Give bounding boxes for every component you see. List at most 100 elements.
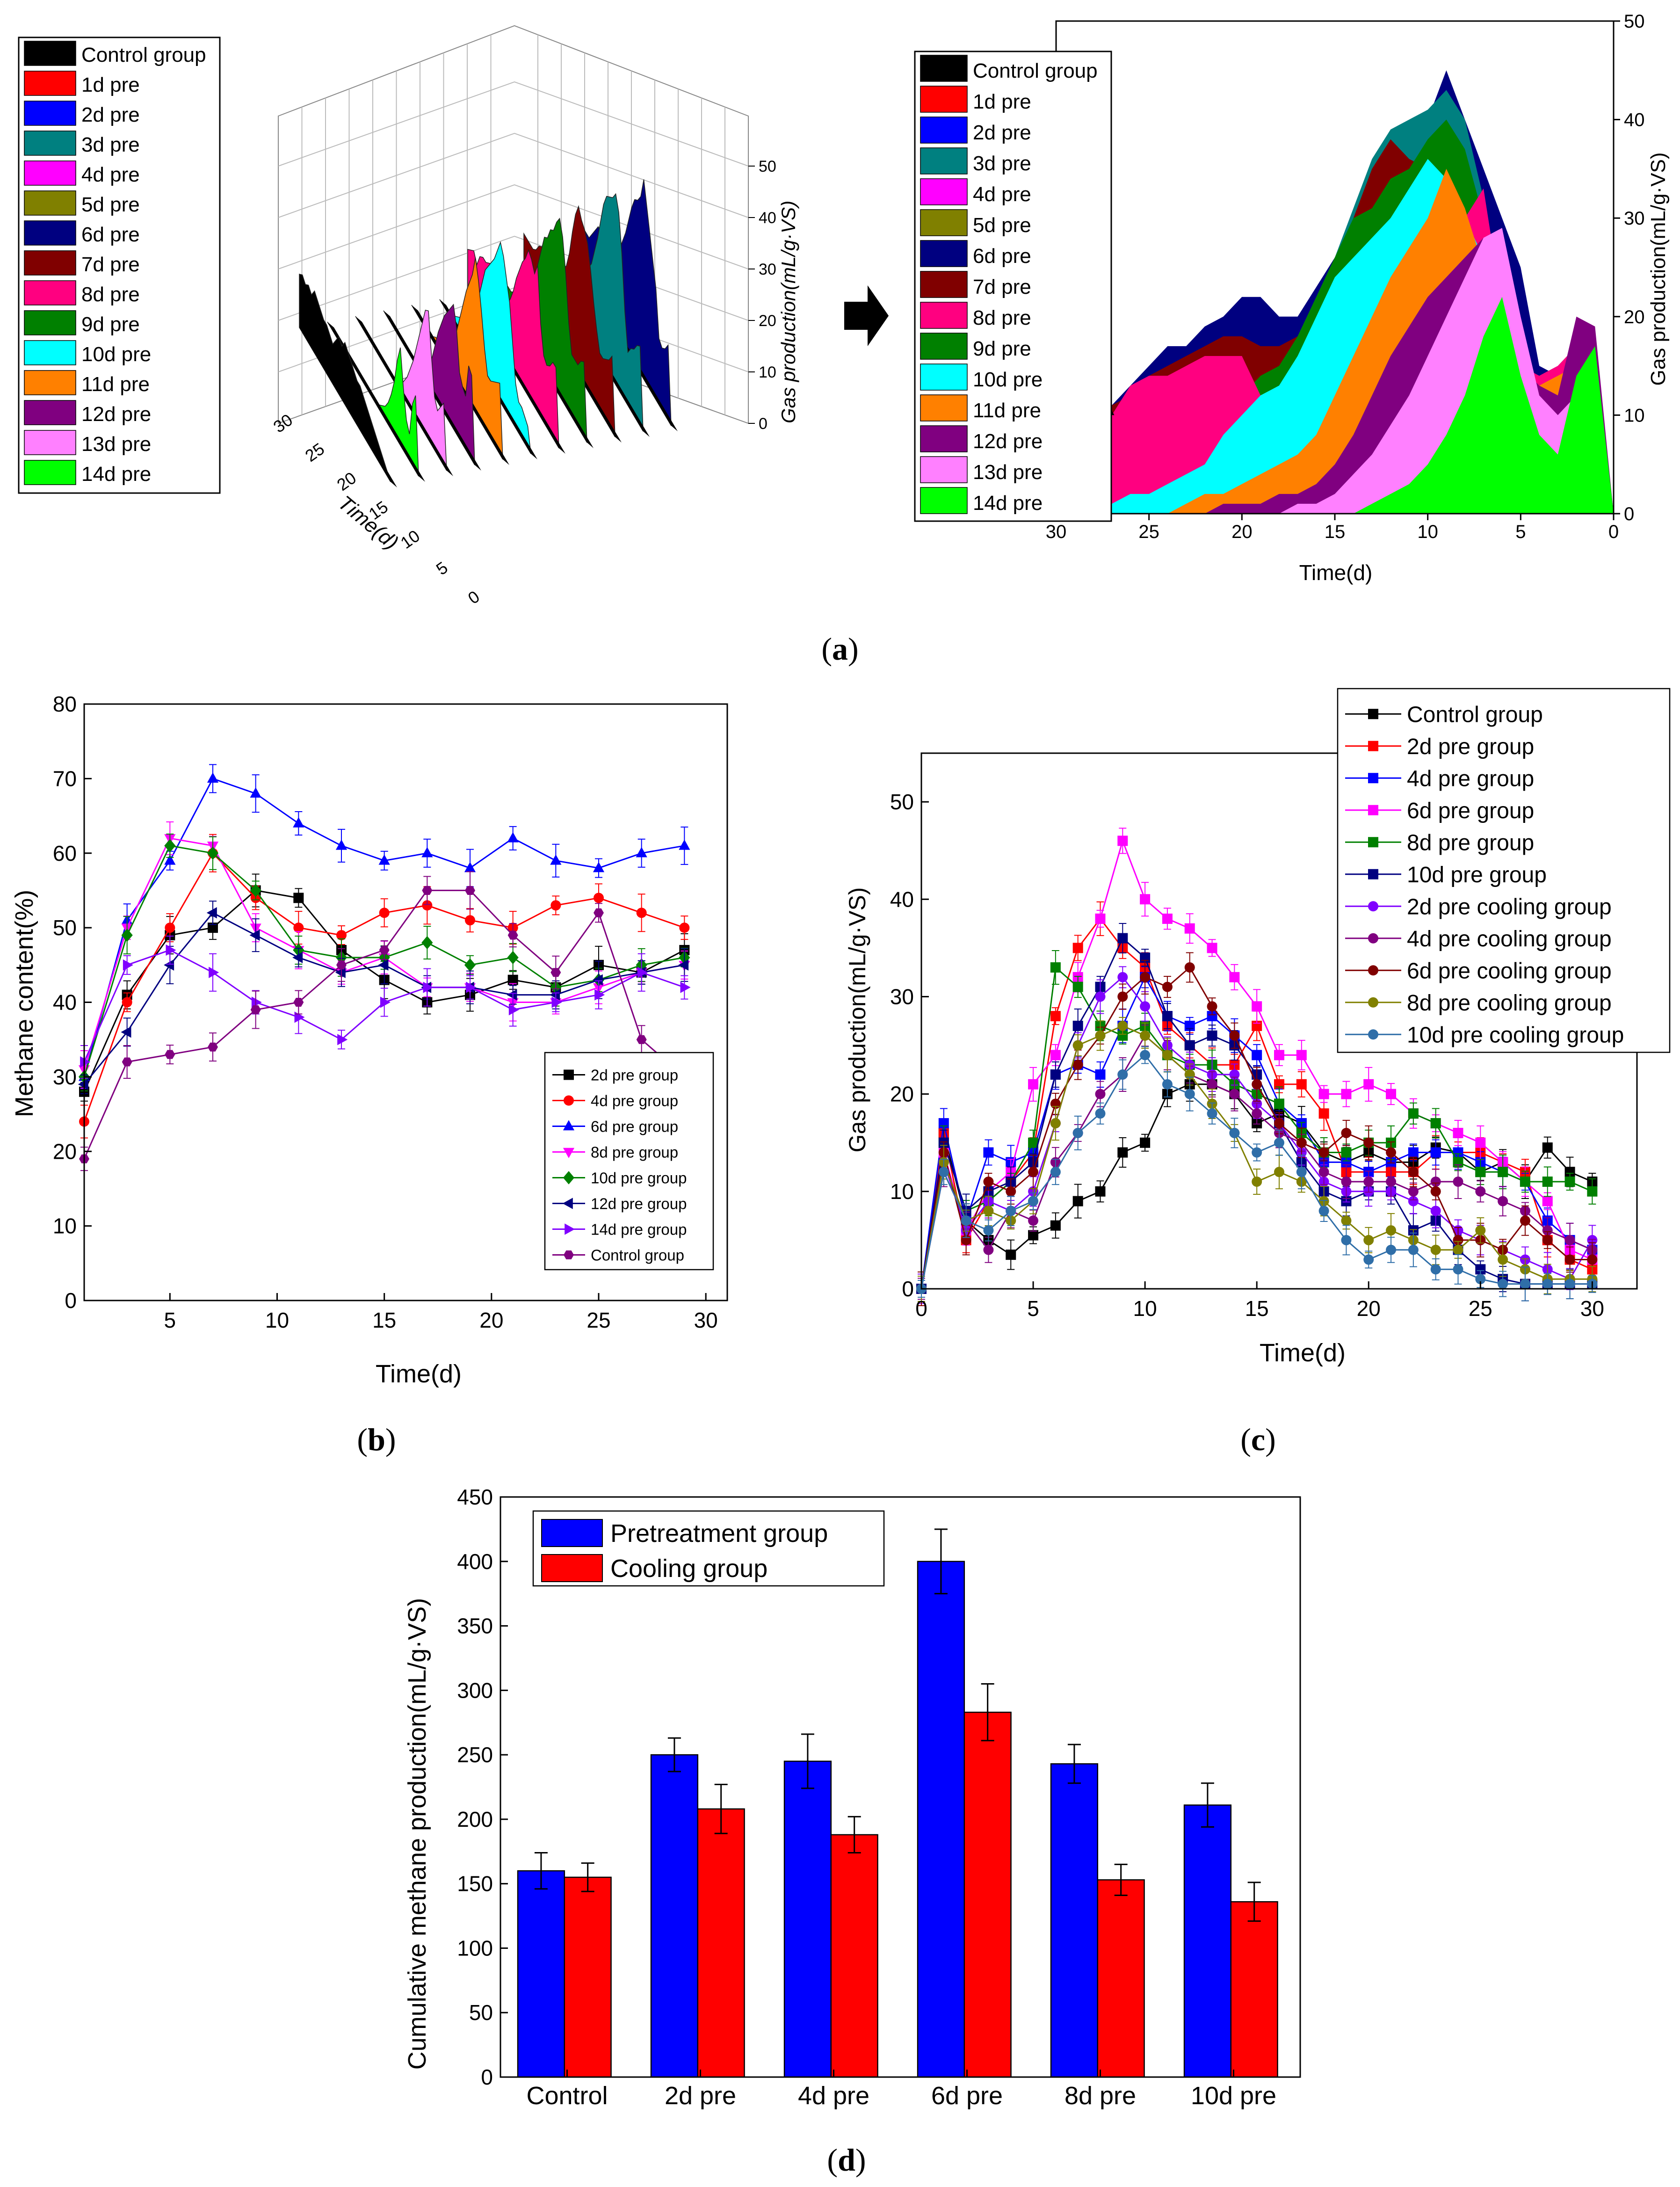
legend-label-2d-pre: 2d pre — [973, 121, 1031, 144]
legend-swatch-12d-pre — [24, 400, 76, 425]
3d-z-tick-label-50: 50 — [759, 158, 776, 175]
legend-label-10d-pre: 10d pre — [973, 368, 1043, 391]
bar-pretreatment-group-10d-pre — [1183, 1804, 1232, 2078]
point-4d-pre-group-13 — [636, 908, 647, 918]
panel-c-y-axis-label: Gas production(mL/g·VS) — [844, 887, 870, 1153]
point-4d-pre-cooling-group-19 — [1341, 1177, 1352, 1187]
legend-marker-10d-pre-group — [563, 1171, 575, 1184]
3d-z-tick-label-20: 20 — [759, 312, 776, 330]
legend-label-control-group: Control group — [1407, 703, 1543, 727]
legend-label-14d-pre-group: 14d pre group — [591, 1221, 687, 1238]
legend-marker-10d-pre-group — [1368, 869, 1378, 879]
point-4d-pre-cooling-group-26 — [1498, 1196, 1508, 1206]
point-12d-pre-group-11 — [550, 989, 560, 1001]
panel-c-chart: 0 5 10 15 20 25 30 0 10 20 30 40 50 Time(d) Gas prod… — [844, 688, 1671, 1367]
legend-label-8d-pre-group: 8d pre group — [1407, 831, 1534, 856]
x-tick-label-25: 25 — [587, 1308, 610, 1332]
3d-x-tick-5: 5 — [433, 558, 451, 579]
point-10d-pre-group-3 — [207, 846, 219, 860]
y-tick-label-80: 80 — [53, 692, 77, 716]
x-tick-label-4d-pre: 4d pre — [798, 2082, 869, 2110]
legend-swatch-5d-pre — [920, 209, 968, 236]
point-4d-pre-cooling-group-28 — [1542, 1225, 1553, 1236]
wall-grid-h — [278, 184, 749, 269]
point-8d-pre-cooling-group-19 — [1341, 1215, 1352, 1226]
point-6d-pre-group-24 — [1453, 1127, 1463, 1138]
point-6d-pre-group-20 — [1363, 1079, 1374, 1090]
legend-swatch-14d-pre — [24, 460, 76, 485]
point-4d-pre-group-8 — [1095, 1069, 1106, 1080]
point-14d-pre-group-11 — [551, 996, 562, 1008]
point-10d-pre-cooling-group-10 — [1140, 1050, 1151, 1061]
point-8d-pre-cooling-group-7 — [1072, 1040, 1083, 1051]
legend-label-13d-pre: 13d pre — [973, 461, 1043, 484]
legend-marker-4d-pre-group — [564, 1095, 574, 1106]
y-tick-label-50: 50 — [53, 915, 77, 940]
3d-back-wall — [278, 25, 749, 424]
panel-b-legend: 2d pre group 4d pre group 6d pre group 8d p… — [544, 1052, 714, 1271]
point-10d-pre-cooling-group-16 — [1274, 1137, 1284, 1148]
point-14d-pre-group-7 — [380, 996, 391, 1008]
point-12d-pre-group-1 — [121, 1026, 131, 1038]
point-control-group-7 — [1072, 1196, 1083, 1206]
point-4d-pre-group-8 — [422, 900, 433, 911]
legend-label-cooling-group: Cooling group — [610, 1555, 768, 1583]
point-4d-pre-group-23 — [1430, 1147, 1441, 1158]
ribbon-base-0 — [299, 327, 397, 487]
legend-label-3d-pre: 3d pre — [81, 133, 140, 156]
point-12d-pre-group-2 — [164, 959, 174, 971]
point-10d-pre-cooling-group-5 — [1028, 1196, 1039, 1206]
legend-label-12d-pre: 12d pre — [81, 403, 151, 426]
point-10d-pre-cooling-group-4 — [1006, 1206, 1016, 1216]
point-6d-pre-group-12 — [593, 862, 605, 872]
point-10d-pre-cooling-group-27 — [1520, 1279, 1530, 1289]
panel-d-y-axis-label: Cumulative methane production(mL/g·VS) — [403, 1598, 431, 2070]
point-control-group-1 — [122, 1057, 132, 1067]
point-8d-pre-group-16 — [1274, 1098, 1284, 1109]
panel-b-chart: 5 10 15 20 25 30 0 10 20 30 40 50 60 70 80 Time(d) Met… — [10, 692, 728, 1388]
legend-marker-2d-pre-cooling-group — [1368, 901, 1378, 912]
point-10d-pre-cooling-group-26 — [1498, 1279, 1508, 1289]
point-6d-pre-cooling-group-16 — [1274, 1118, 1284, 1129]
point-10d-pre-cooling-group-23 — [1430, 1264, 1441, 1275]
legend-swatch-7d-pre — [24, 250, 76, 276]
legend-label-2d-pre: 2d pre — [81, 103, 140, 126]
point-4d-pre-group-11 — [550, 900, 561, 911]
point-8d-pre-cooling-group-9 — [1117, 1020, 1128, 1031]
point-6d-pre-group-10 — [1140, 894, 1151, 905]
y-tick-label-50: 50 — [1624, 11, 1645, 32]
point-4d-pre-cooling-group-22 — [1408, 1186, 1419, 1197]
y-tick-label-20: 20 — [1624, 307, 1645, 327]
panel-c-legend: Control group 2d pre group 4d pre group 6d … — [1337, 688, 1671, 1053]
point-8d-pre-group-29 — [1564, 1177, 1575, 1187]
point-4d-pre-group-12 — [594, 893, 604, 903]
point-8d-pre-cooling-group-20 — [1363, 1235, 1374, 1245]
legend-label-5d-pre: 5d pre — [973, 214, 1031, 237]
point-14d-pre-group-2 — [166, 944, 176, 956]
legend-label-control-group: Control group — [81, 44, 206, 66]
x-tick-label-15: 15 — [1325, 522, 1346, 542]
point-6d-pre-group-13 — [1207, 943, 1217, 953]
point-8d-pre-group-22 — [1408, 1108, 1419, 1119]
legend-label-14d-pre: 14d pre — [81, 463, 151, 486]
x-tick-label-10d-pre: 10d pre — [1191, 2082, 1276, 2110]
point-4d-pre-cooling-group-14 — [1229, 1089, 1240, 1099]
point-10d-pre-group-2 — [164, 839, 176, 853]
point-6d-pre-group-8 — [1095, 913, 1106, 924]
point-10d-pre-cooling-group-24 — [1453, 1264, 1463, 1275]
legend-marker-12d-pre-group — [562, 1198, 573, 1209]
point-6d-pre-group-11 — [550, 854, 562, 865]
y-tick-label-300: 300 — [457, 1678, 493, 1702]
point-14d-pre-group-5 — [294, 1011, 305, 1023]
point-6d-pre-group-14 — [679, 839, 690, 850]
point-6d-pre-group-4 — [250, 787, 261, 798]
legend-swatch-3d-pre — [920, 147, 968, 174]
point-12d-pre-group-3 — [206, 907, 217, 919]
point-8d-pre-cooling-group-21 — [1386, 1225, 1397, 1236]
legend-label-control-group: Control group — [591, 1246, 684, 1264]
point-4d-pre-group-5 — [293, 923, 304, 933]
point-control-group-9 — [465, 886, 475, 895]
